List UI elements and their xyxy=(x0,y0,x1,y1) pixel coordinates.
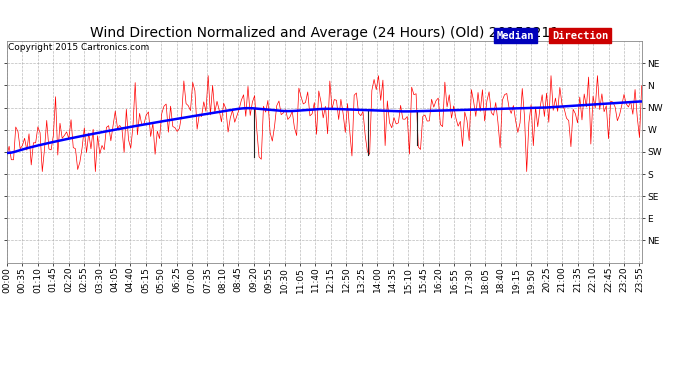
Text: Median: Median xyxy=(497,31,534,40)
Title: Wind Direction Normalized and Average (24 Hours) (Old) 20150211: Wind Direction Normalized and Average (2… xyxy=(90,26,559,40)
Text: Copyright 2015 Cartronics.com: Copyright 2015 Cartronics.com xyxy=(8,43,150,52)
Text: Direction: Direction xyxy=(552,31,609,40)
